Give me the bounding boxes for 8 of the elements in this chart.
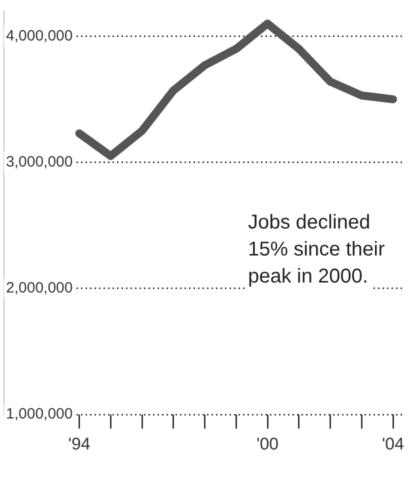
y-tick-label: 3,000,000 — [6, 153, 73, 170]
y-tick-label: 1,000,000 — [6, 406, 73, 423]
annotation: Jobs declined 15% since their peak in 2000. — [248, 211, 386, 288]
y-tick-label: 2,000,000 — [6, 280, 73, 297]
x-tick-label: '00 — [256, 434, 279, 454]
x-tick-label: '94 — [68, 434, 90, 454]
y-tick-label: 4,000,000 — [6, 27, 73, 44]
x-tick-label: '04 — [382, 434, 404, 454]
